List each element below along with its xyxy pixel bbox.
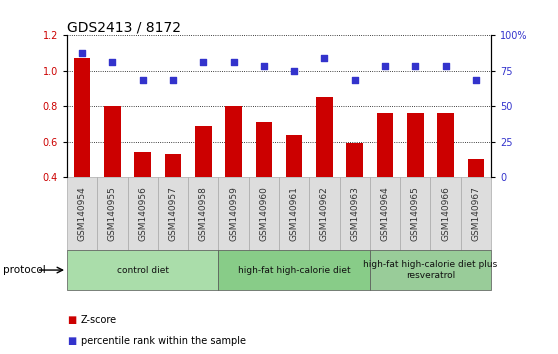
- Text: GSM140960: GSM140960: [259, 186, 268, 241]
- Point: [199, 59, 208, 65]
- Text: GSM140966: GSM140966: [441, 186, 450, 241]
- Bar: [74, 58, 90, 248]
- Bar: [279, 177, 309, 250]
- Text: high-fat high-calorie diet plus
resveratrol: high-fat high-calorie diet plus resverat…: [363, 260, 498, 280]
- Point: [350, 77, 359, 82]
- Bar: [316, 97, 333, 248]
- Bar: [165, 154, 181, 248]
- Text: control diet: control diet: [117, 266, 169, 275]
- Bar: [347, 143, 363, 248]
- Point: [290, 68, 299, 74]
- Bar: [286, 135, 302, 248]
- Text: GSM140959: GSM140959: [229, 186, 238, 241]
- Bar: [370, 250, 491, 290]
- Text: GSM140961: GSM140961: [290, 186, 299, 241]
- Text: protocol: protocol: [3, 265, 46, 275]
- Text: ■: ■: [67, 315, 76, 325]
- Bar: [158, 177, 188, 250]
- Text: GSM140965: GSM140965: [411, 186, 420, 241]
- Bar: [67, 250, 218, 290]
- Bar: [225, 106, 242, 248]
- Bar: [377, 113, 393, 248]
- Bar: [340, 177, 370, 250]
- Point: [138, 77, 147, 82]
- Bar: [97, 177, 128, 250]
- Text: GSM140954: GSM140954: [78, 186, 86, 241]
- Text: ■: ■: [67, 336, 76, 346]
- Point: [169, 77, 177, 82]
- Bar: [195, 126, 211, 248]
- Bar: [370, 177, 400, 250]
- Bar: [188, 177, 218, 250]
- Text: GSM140963: GSM140963: [350, 186, 359, 241]
- Point: [472, 77, 480, 82]
- Text: GSM140956: GSM140956: [138, 186, 147, 241]
- Bar: [249, 177, 279, 250]
- Bar: [407, 113, 424, 248]
- Text: GSM140955: GSM140955: [108, 186, 117, 241]
- Point: [259, 64, 268, 69]
- Bar: [309, 177, 340, 250]
- Point: [441, 64, 450, 69]
- Text: percentile rank within the sample: percentile rank within the sample: [81, 336, 246, 346]
- Text: high-fat high-calorie diet: high-fat high-calorie diet: [238, 266, 350, 275]
- Bar: [468, 159, 484, 248]
- Point: [108, 59, 117, 65]
- Point: [381, 64, 389, 69]
- Text: GSM140957: GSM140957: [169, 186, 177, 241]
- Bar: [218, 177, 249, 250]
- Bar: [67, 177, 97, 250]
- Text: GSM140962: GSM140962: [320, 186, 329, 241]
- Point: [78, 50, 86, 56]
- Text: Z-score: Z-score: [81, 315, 117, 325]
- Text: GSM140964: GSM140964: [381, 186, 389, 241]
- Text: GSM140967: GSM140967: [472, 186, 480, 241]
- Bar: [430, 177, 461, 250]
- Point: [320, 55, 329, 60]
- Point: [229, 59, 238, 65]
- Bar: [461, 177, 491, 250]
- Bar: [400, 177, 430, 250]
- Bar: [128, 177, 158, 250]
- Bar: [437, 113, 454, 248]
- Text: GSM140958: GSM140958: [199, 186, 208, 241]
- Bar: [256, 122, 272, 248]
- Bar: [218, 250, 370, 290]
- Bar: [134, 152, 151, 248]
- Bar: [104, 106, 121, 248]
- Point: [411, 64, 420, 69]
- Text: GDS2413 / 8172: GDS2413 / 8172: [67, 20, 181, 34]
